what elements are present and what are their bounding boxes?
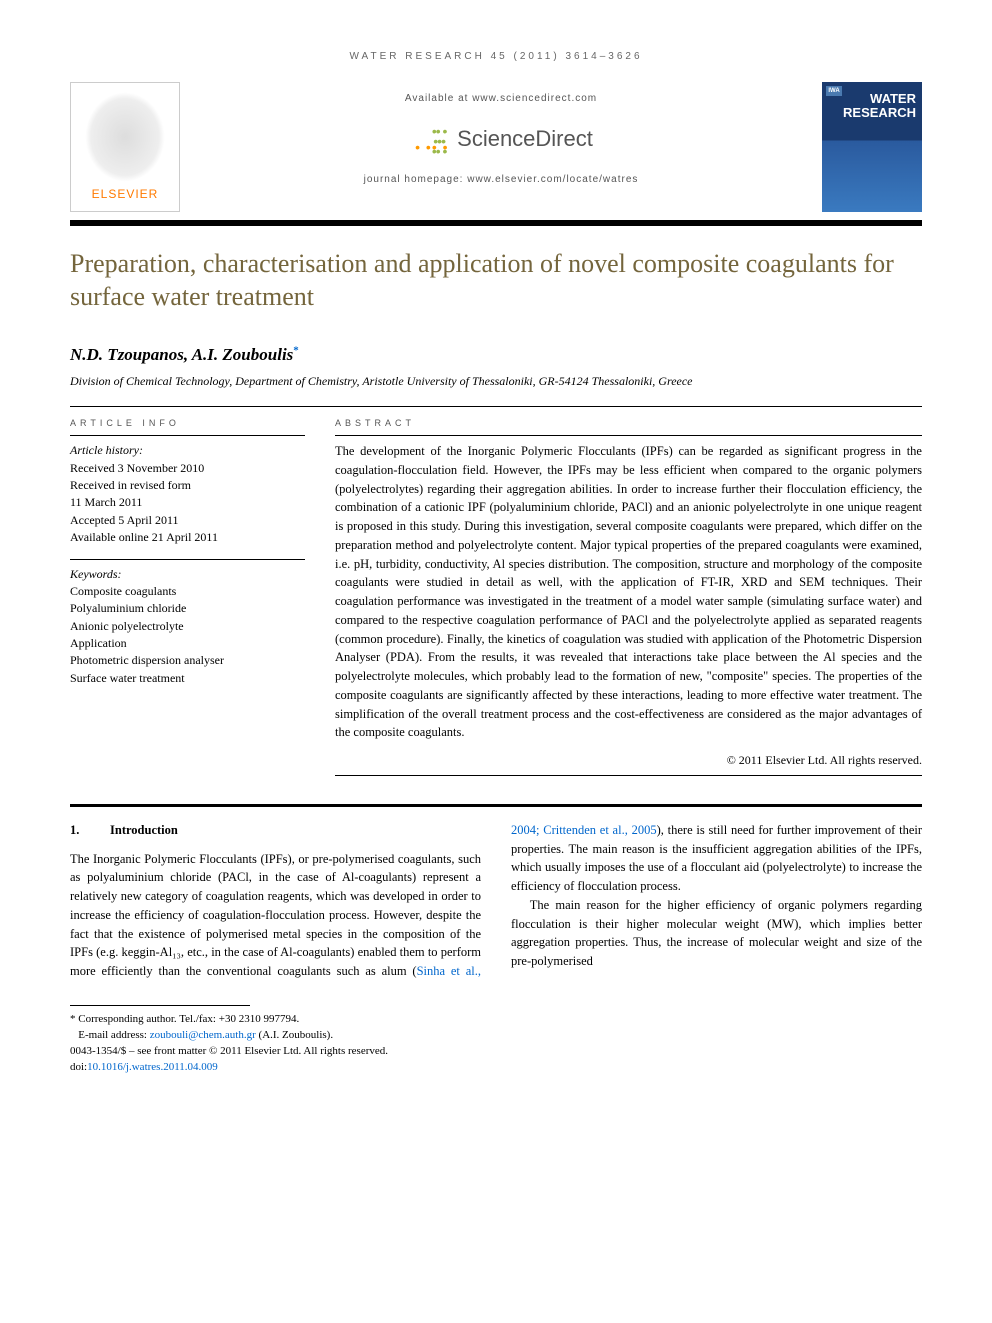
authors-line: N.D. Tzoupanos, A.I. Zouboulis* bbox=[70, 343, 922, 367]
doi-link[interactable]: 10.1016/j.watres.2011.04.009 bbox=[87, 1061, 218, 1073]
keyword: Photometric dispersion analyser bbox=[70, 652, 305, 669]
journal-homepage-line: journal homepage: www.elsevier.com/locat… bbox=[180, 173, 822, 187]
footnotes-block: * Corresponding author. Tel./fax: +30 23… bbox=[70, 1012, 922, 1076]
keyword: Composite coagulants bbox=[70, 583, 305, 600]
article-title: Preparation, characterisation and applic… bbox=[70, 248, 922, 313]
running-header: WATER RESEARCH 45 (2011) 3614–3626 bbox=[70, 50, 922, 64]
sciencedirect-dots-icon bbox=[409, 124, 449, 154]
abstract-text: The development of the Inorganic Polymer… bbox=[335, 436, 922, 750]
corresponding-author-footnote: * Corresponding author. Tel./fax: +30 23… bbox=[70, 1012, 922, 1028]
corr-contact: Tel./fax: +30 2310 997794. bbox=[177, 1013, 300, 1025]
keyword: Surface water treatment bbox=[70, 670, 305, 687]
abstract-column: ABSTRACT The development of the Inorgani… bbox=[335, 409, 922, 776]
history-line: Received in revised form bbox=[70, 477, 305, 494]
body-columns: 1.Introduction The Inorganic Polymeric F… bbox=[70, 821, 922, 981]
available-at-text: Available at www.sciencedirect.com bbox=[180, 92, 822, 106]
divider-thick bbox=[70, 220, 922, 226]
publisher-logo-box: ELSEVIER bbox=[70, 82, 180, 212]
body-divider bbox=[70, 804, 922, 807]
journal-homepage-link[interactable]: www.elsevier.com/locate/watres bbox=[467, 174, 638, 185]
homepage-prefix: journal homepage: bbox=[364, 174, 468, 185]
keyword: Polyaluminium chloride bbox=[70, 600, 305, 617]
keyword: Application bbox=[70, 635, 305, 652]
keywords-label: Keywords: bbox=[70, 566, 305, 583]
footnote-rule bbox=[70, 1005, 250, 1010]
divider-thin bbox=[335, 775, 922, 776]
article-info-label: ARTICLE INFO bbox=[70, 409, 305, 436]
masthead-center: Available at www.sciencedirect.com Scien… bbox=[180, 82, 822, 187]
affiliation: Division of Chemical Technology, Departm… bbox=[70, 373, 922, 390]
corr-label: * Corresponding author. bbox=[70, 1013, 177, 1025]
history-line: 11 March 2011 bbox=[70, 494, 305, 511]
section-number: 1. bbox=[70, 821, 110, 840]
journal-cover-thumbnail: IWA WATER RESEARCH bbox=[822, 82, 922, 212]
elsevier-tree-icon bbox=[85, 92, 165, 182]
body-text: The Inorganic Polymeric Flocculants (IPF… bbox=[70, 852, 481, 979]
journal-cover-badge: IWA bbox=[826, 86, 842, 96]
author-name: A.I. Zouboulis bbox=[192, 345, 294, 364]
publisher-label: ELSEVIER bbox=[92, 186, 159, 203]
email-link[interactable]: zoubouli@chem.auth.gr bbox=[150, 1029, 256, 1041]
journal-cover-title: WATER RESEARCH bbox=[828, 92, 916, 121]
sciencedirect-label: ScienceDirect bbox=[457, 124, 593, 155]
abstract-label: ABSTRACT bbox=[335, 409, 922, 436]
keywords-block: Keywords: Composite coagulants Polyalumi… bbox=[70, 560, 305, 700]
email-footnote: E-mail address: zoubouli@chem.auth.gr (A… bbox=[70, 1028, 922, 1044]
corresponding-star-icon: * bbox=[293, 344, 299, 356]
abstract-copyright: © 2011 Elsevier Ltd. All rights reserved… bbox=[335, 752, 922, 769]
keyword: Anionic polyelectrolyte bbox=[70, 618, 305, 635]
sciencedirect-logo[interactable]: ScienceDirect bbox=[409, 124, 593, 155]
email-label: E-mail address: bbox=[78, 1029, 149, 1041]
doi-prefix: doi: bbox=[70, 1061, 87, 1073]
issn-line: 0043-1354/$ – see front matter © 2011 El… bbox=[70, 1044, 922, 1060]
doi-line: doi:10.1016/j.watres.2011.04.009 bbox=[70, 1060, 922, 1076]
author-name: N.D. Tzoupanos bbox=[70, 345, 184, 364]
section-heading: 1.Introduction bbox=[70, 821, 481, 840]
divider-thin bbox=[70, 406, 922, 407]
article-history-block: Article history: Received 3 November 201… bbox=[70, 436, 305, 558]
masthead: ELSEVIER Available at www.sciencedirect.… bbox=[70, 82, 922, 212]
history-line: Received 3 November 2010 bbox=[70, 460, 305, 477]
email-author: (A.I. Zouboulis). bbox=[256, 1029, 333, 1041]
history-line: Available online 21 April 2011 bbox=[70, 529, 305, 546]
history-label: Article history: bbox=[70, 442, 305, 459]
article-info-column: ARTICLE INFO Article history: Received 3… bbox=[70, 409, 305, 776]
history-line: Accepted 5 April 2011 bbox=[70, 512, 305, 529]
section-title: Introduction bbox=[110, 823, 178, 837]
body-paragraph: The main reason for the higher efficienc… bbox=[511, 896, 922, 971]
